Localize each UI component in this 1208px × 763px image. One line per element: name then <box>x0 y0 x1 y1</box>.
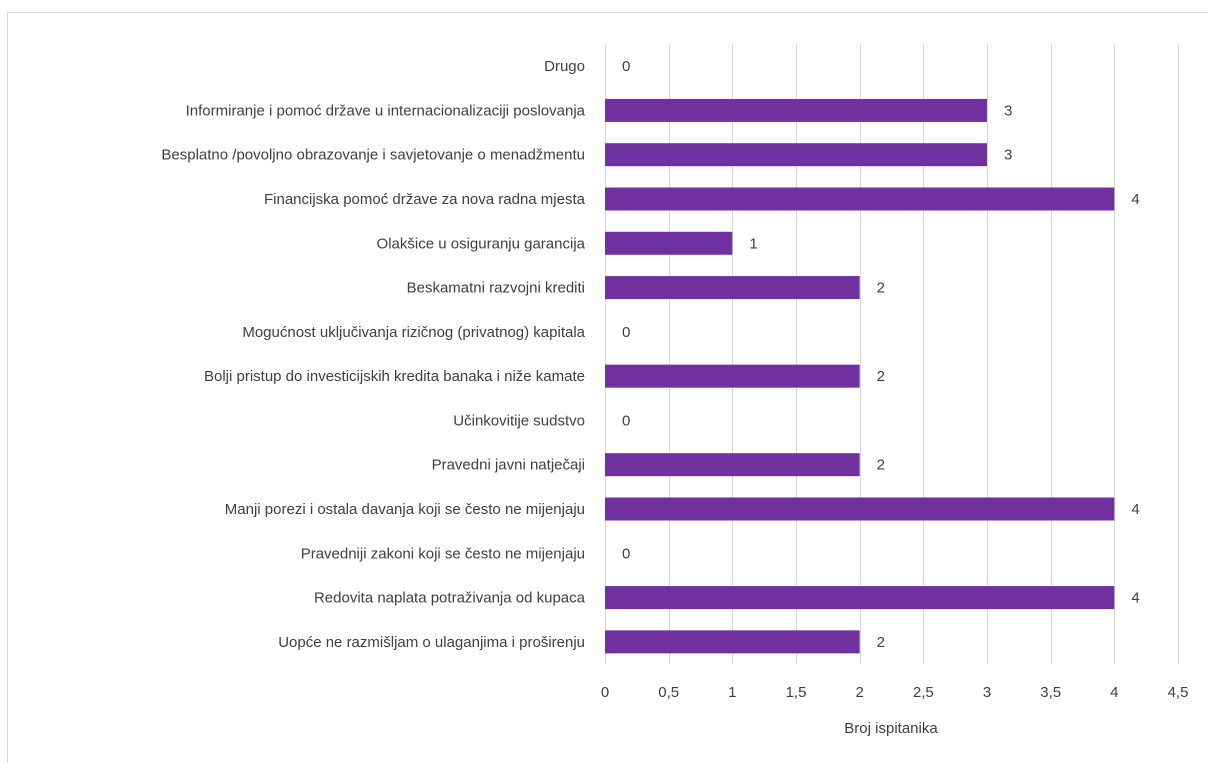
category-label: Bolji pristup do investicijskih kredita … <box>204 368 585 385</box>
category-label: Olakšice u osiguranju garancija <box>377 235 586 252</box>
data-label: 1 <box>749 235 757 252</box>
category-label: Manji porezi i ostala davanja koji se če… <box>225 501 585 518</box>
chart-frame <box>7 12 1208 763</box>
x-tick-label: 3 <box>983 684 991 701</box>
data-label: 3 <box>1004 102 1012 119</box>
data-label: 4 <box>1131 501 1139 518</box>
category-label: Uopće ne razmišljam o ulaganjima i proši… <box>278 634 585 651</box>
category-label: Pravedniji zakoni koji se često ne mijen… <box>301 545 585 562</box>
bar <box>605 364 860 388</box>
x-tick-label: 2 <box>855 684 863 701</box>
data-label: 4 <box>1131 590 1139 607</box>
data-label: 0 <box>622 58 630 75</box>
data-labels: 0 3 3 4 1 2 0 2 0 2 4 0 4 2 <box>622 58 1140 651</box>
bar <box>605 231 733 255</box>
bar <box>605 497 1115 521</box>
x-tick-label: 0 <box>601 684 609 701</box>
category-label: Financijska pomoć države za nova radna m… <box>264 191 586 208</box>
x-tick-label: 4 <box>1110 684 1118 701</box>
bar <box>605 630 860 654</box>
x-axis-title: Broj ispitanika <box>844 720 938 737</box>
category-label: Redovita naplata potraživanja od kupaca <box>314 590 586 607</box>
data-label: 0 <box>622 324 630 341</box>
data-label: 2 <box>877 368 885 385</box>
category-label: Drugo <box>544 58 585 75</box>
x-tick-label: 3,5 <box>1040 684 1061 701</box>
category-label: Mogućnost uključivanja rizičnog (privatn… <box>242 324 585 341</box>
bar <box>605 143 987 167</box>
category-label: Pravedni javni natječaji <box>432 457 585 474</box>
data-label: 0 <box>622 412 630 429</box>
category-label: Beskamatni razvojni krediti <box>407 280 585 297</box>
data-label: 0 <box>622 545 630 562</box>
bar <box>605 586 1115 610</box>
x-tick-label: 2,5 <box>913 684 934 701</box>
bar <box>605 187 1115 211</box>
bar <box>605 453 860 477</box>
gridlines <box>605 44 1179 664</box>
bar <box>605 276 860 300</box>
category-label: Učinkovitije sudstvo <box>453 412 585 429</box>
bar <box>605 98 987 122</box>
x-tick-label: 1,5 <box>786 684 807 701</box>
category-label: Informiranje i pomoć države u internacio… <box>186 102 586 119</box>
data-label: 2 <box>877 457 885 474</box>
x-tick-label: 0,5 <box>658 684 679 701</box>
x-tick-label: 4,5 <box>1168 684 1189 701</box>
category-labels: Drugo Informiranje i pomoć države u inter… <box>161 58 585 651</box>
data-label: 4 <box>1131 191 1139 208</box>
data-label: 3 <box>1004 147 1012 164</box>
category-label: Besplatno /povoljno obrazovanje i savjet… <box>161 147 585 164</box>
x-tick-labels: 0 0,5 1 1,5 2 2,5 3 3,5 4 4,5 <box>601 684 1189 701</box>
x-tick-label: 1 <box>728 684 736 701</box>
data-label: 2 <box>877 634 885 651</box>
bars <box>605 98 1115 654</box>
data-label: 2 <box>877 280 885 297</box>
